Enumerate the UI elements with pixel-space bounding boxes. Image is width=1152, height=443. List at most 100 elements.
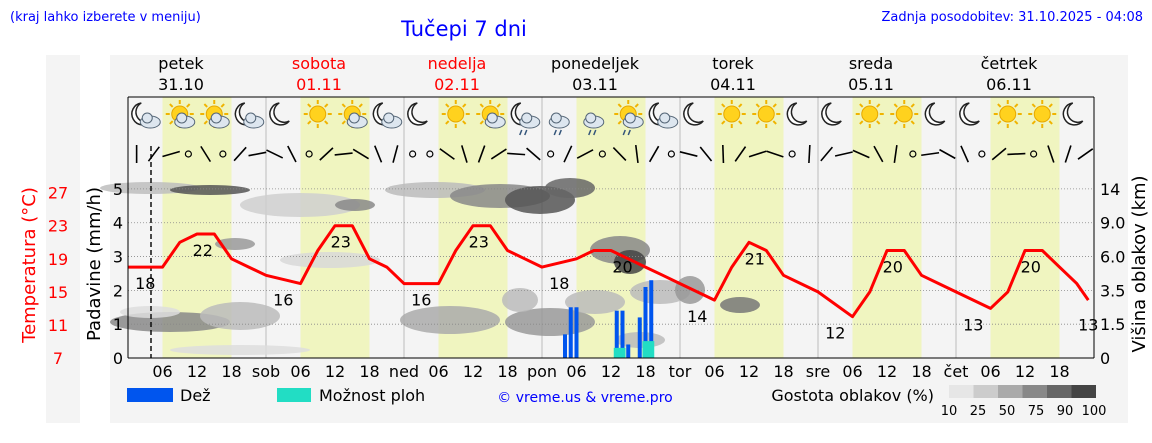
- cloud-height-tick-label: 14: [1100, 180, 1120, 199]
- precip-tick-label: 4: [113, 214, 123, 233]
- x-tick-label: 12: [739, 362, 759, 381]
- wind-barb-icon: [699, 146, 713, 162]
- daytime-band: [714, 97, 784, 358]
- wind-barb-icon: [852, 149, 870, 159]
- wind-barb-icon: [162, 150, 180, 158]
- cloud-density-blob: [120, 306, 180, 318]
- moon-shape: [821, 102, 842, 126]
- temperature-label: 14: [687, 307, 707, 326]
- credit-link: © vreme.us & vreme.pro: [497, 390, 672, 406]
- day-date: 05.11: [848, 75, 894, 94]
- legend-cloud-density-swatch: [1047, 385, 1072, 398]
- cloud-density-blob: [502, 288, 538, 312]
- wind-barb-icon: [248, 151, 267, 157]
- sun-disc: [757, 105, 775, 123]
- wind-barb-icon: [266, 149, 284, 159]
- sun-icon: [717, 100, 746, 128]
- day-date: 03.11: [572, 75, 618, 94]
- day-name: ponedeljek: [551, 54, 640, 73]
- rain-bar: [643, 286, 648, 358]
- sun-ray: [893, 120, 898, 125]
- moon-cloud-icon: [131, 102, 161, 129]
- temperature-label: 13: [963, 315, 983, 334]
- day-date: 04.11: [710, 75, 756, 94]
- cloud-height-tick-label: 3.5: [1100, 281, 1125, 300]
- sun-icon: [993, 100, 1022, 128]
- wind-calm-icon: [978, 150, 986, 158]
- shower-chance-bar: [613, 347, 620, 358]
- sun-ray: [997, 103, 1002, 108]
- x-tick-label: 12: [601, 362, 621, 381]
- moon-rain-icon: [510, 102, 541, 136]
- wind-barb-icon: [563, 145, 573, 163]
- wind-calm-icon: [909, 150, 917, 158]
- sun-disc: [309, 105, 327, 123]
- x-tick-label: 18: [1049, 362, 1069, 381]
- moon-icon: [786, 102, 808, 126]
- rain-bar: [614, 310, 619, 358]
- legend-cloud-density-value: 10: [941, 404, 958, 419]
- sun-disc: [999, 105, 1017, 123]
- cloud-density-blob: [240, 193, 360, 217]
- wind-barb-icon: [722, 144, 725, 164]
- wind-barb-icon: [526, 147, 541, 161]
- temperature-tick-label: 23: [48, 217, 68, 236]
- day-name: sreda: [849, 54, 893, 73]
- sun-ray: [1014, 120, 1019, 125]
- wind-calm-icon: [598, 150, 606, 158]
- moon-shape: [924, 102, 946, 126]
- wind-calm-icon: [788, 150, 796, 158]
- sun-disc: [895, 105, 913, 123]
- moon-shape: [683, 102, 704, 126]
- wind-barb-icon: [921, 151, 940, 157]
- sun-icon: [890, 100, 919, 128]
- temperature-tick-label: 15: [48, 283, 68, 302]
- legend-shower-label: Možnost ploh: [319, 386, 425, 405]
- sun-disc: [723, 105, 741, 123]
- temperature-label: 22: [193, 241, 213, 260]
- sun-ray: [1048, 103, 1053, 108]
- wind-calm-icon: [219, 150, 227, 158]
- x-tick-label: 12: [463, 362, 483, 381]
- x-tick-label: 06: [152, 362, 172, 381]
- cloud-puff: [245, 112, 257, 124]
- daytime-band: [852, 97, 922, 358]
- day-date: 31.10: [158, 75, 204, 94]
- cloud-density-blob: [565, 290, 625, 314]
- day-name: sobota: [292, 54, 346, 73]
- sun-ray: [876, 120, 881, 125]
- sun-ray: [479, 103, 484, 108]
- sun-ray: [496, 103, 501, 108]
- daytime-band: [990, 97, 1060, 358]
- left-axis-panel: [46, 55, 80, 423]
- rain-drop: [524, 129, 528, 136]
- day-date: 01.11: [296, 75, 342, 94]
- cloud-puff: [624, 112, 636, 124]
- cloud-density-blob: [400, 306, 500, 334]
- location-hint[interactable]: (kraj lahko izberete v meniju): [10, 10, 201, 25]
- wind-barb-icon: [612, 146, 627, 162]
- rain-bar: [563, 334, 567, 358]
- legend-rain-label: Dež: [180, 386, 211, 405]
- sun-ray: [445, 103, 450, 108]
- sun-ray: [876, 103, 881, 108]
- precip-tick-label: 3: [113, 248, 123, 267]
- moon-icon: [683, 102, 704, 126]
- wind-calm-icon: [305, 150, 313, 158]
- legend-cloud-density-swatch: [949, 385, 974, 398]
- wind-barb-icon: [834, 151, 853, 157]
- x-tick-label: 18: [359, 362, 379, 381]
- x-tick-label: 12: [325, 362, 345, 381]
- moon-icon: [407, 102, 428, 126]
- sun-ray: [772, 103, 777, 108]
- wind-barb-icon: [939, 148, 956, 160]
- temperature-tick-label: 27: [48, 184, 68, 203]
- sun-cloud-icon: [338, 100, 368, 129]
- x-tick-label: 12: [877, 362, 897, 381]
- wind-calm-icon: [667, 150, 675, 158]
- x-tick-label: 06: [566, 362, 586, 381]
- cloud-density-blob: [170, 185, 250, 195]
- legend-rain-swatch: [127, 388, 173, 402]
- sun-ray: [997, 120, 1002, 125]
- x-tick-label: 06: [290, 362, 310, 381]
